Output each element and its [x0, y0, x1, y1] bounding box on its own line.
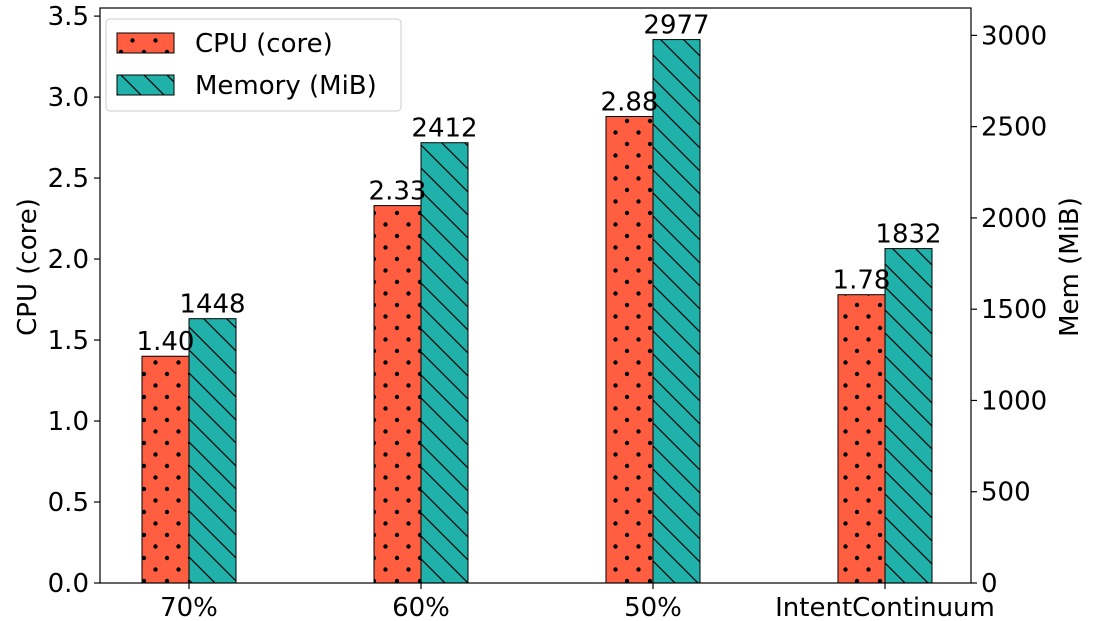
bar-label-memory-0: 1448 — [179, 290, 245, 320]
bars-group — [141, 39, 933, 584]
bar-labels-group: 1.40 1448 2.33 2412 2.88 2977 1.78 1832 — [137, 11, 942, 358]
x-tick-label: 50% — [624, 593, 682, 621]
y-tick-label: 3.5 — [48, 2, 89, 32]
bar-label-cpu-0: 1.40 — [137, 327, 195, 357]
bar-label-memory-1: 2412 — [411, 114, 477, 144]
y2-tick-label: 2000 — [981, 204, 1047, 234]
bar-memory-1 — [420, 142, 469, 584]
y-tick-label: 1.5 — [48, 326, 89, 356]
y2-tick-label: 0 — [981, 569, 998, 599]
x-tick-label: 70% — [160, 593, 218, 621]
y-axis-right: 0 500 1000 1500 2000 2500 3000 — [971, 21, 1047, 599]
y2-tick-label: 500 — [981, 478, 1031, 508]
legend-label-memory: Memory (MiB) — [195, 71, 377, 101]
legend: CPU (core) Memory (MiB) — [105, 18, 402, 112]
y-tick-label: 1.0 — [48, 407, 89, 437]
y2-tick-label: 1500 — [981, 295, 1047, 325]
bar-memory-0 — [188, 318, 237, 584]
legend-frame — [105, 18, 402, 112]
y-tick-label: 3.0 — [48, 83, 89, 113]
bar-cpu-0 — [141, 355, 190, 584]
legend-swatch-memory — [116, 74, 175, 96]
bar-cpu-3 — [837, 294, 886, 584]
y-tick-label: 0.0 — [48, 569, 89, 599]
y-tick-label: 0.5 — [48, 488, 89, 518]
legend-swatch-cpu — [116, 32, 175, 54]
bar-label-memory-3: 1832 — [875, 220, 941, 250]
x-tick-label: 60% — [392, 593, 450, 621]
bar-cpu-1 — [373, 205, 422, 584]
bar-memory-2 — [652, 39, 701, 584]
bar-label-cpu-3: 1.78 — [833, 266, 891, 296]
legend-label-cpu: CPU (core) — [195, 29, 333, 59]
x-axis: 70% 60% 50% IntentContinuum — [160, 583, 995, 621]
y-axis-left: 0.0 0.5 1.0 1.5 2.0 2.5 3.0 3.5 — [48, 2, 100, 599]
bar-label-memory-2: 2977 — [643, 11, 709, 41]
y2-tick-label: 2500 — [981, 113, 1047, 143]
bar-label-cpu-2: 2.88 — [601, 88, 659, 118]
y2-tick-label: 3000 — [981, 21, 1047, 51]
x-tick-label: IntentContinuum — [775, 593, 995, 621]
plot-frame — [99, 7, 972, 584]
y-axis-title: CPU (core) — [13, 198, 43, 336]
y-tick-label: 2.0 — [48, 245, 89, 275]
bar-label-cpu-1: 2.33 — [369, 177, 427, 207]
y2-tick-label: 1000 — [981, 386, 1047, 416]
y2-axis-title: Mem (MiB) — [1055, 197, 1085, 337]
bar-cpu-2 — [605, 116, 654, 584]
bar-memory-3 — [884, 248, 933, 584]
y-tick-label: 2.5 — [48, 164, 89, 194]
